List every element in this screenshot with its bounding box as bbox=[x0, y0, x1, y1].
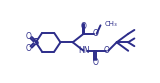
Text: S: S bbox=[32, 38, 39, 47]
Text: O: O bbox=[92, 29, 98, 38]
Text: O: O bbox=[81, 22, 86, 31]
Text: O: O bbox=[104, 46, 110, 55]
Text: O: O bbox=[25, 32, 31, 41]
Text: O: O bbox=[25, 44, 31, 53]
Text: HN: HN bbox=[78, 46, 89, 55]
Text: CH₃: CH₃ bbox=[105, 21, 118, 27]
Text: O: O bbox=[92, 58, 98, 67]
